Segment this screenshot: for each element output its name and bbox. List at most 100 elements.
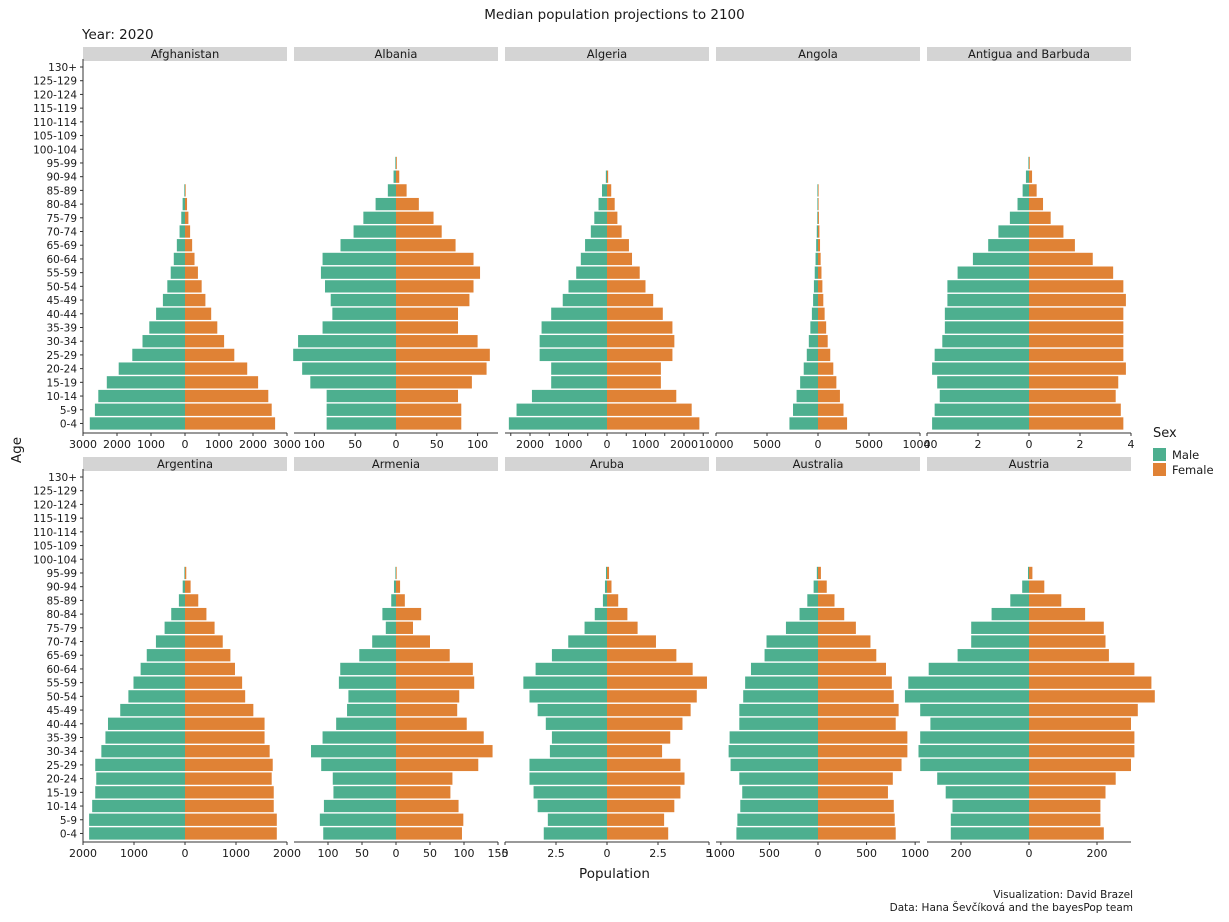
bar-male-40-44 [739, 717, 818, 730]
bar-female-30-34 [185, 335, 225, 348]
bar-female-50-54 [185, 280, 202, 293]
bar-male-25-29 [806, 348, 818, 362]
bar-female-60-64 [1029, 252, 1093, 266]
bar-female-5-9 [607, 403, 692, 416]
y-tick-label: 5-9 [60, 815, 77, 827]
bar-male-50-54 [743, 690, 818, 703]
bar-male-0-4 [736, 827, 818, 840]
bar-male-65-69 [146, 649, 185, 662]
bar-female-15-19 [1029, 376, 1119, 389]
bar-male-75-79 [1009, 211, 1029, 224]
bar-female-10-14 [818, 389, 840, 403]
y-tick-label: 80-84 [46, 609, 77, 621]
bar-female-35-39 [1029, 731, 1135, 744]
bar-female-10-14 [607, 389, 677, 403]
bar-female-70-74 [1029, 225, 1064, 238]
bar-female-20-24 [185, 362, 248, 375]
bar-female-0-4 [396, 827, 462, 840]
y-tick-label: 0-4 [60, 418, 77, 430]
bar-male-85-89 [1022, 184, 1029, 197]
x-tick-label: 1000 [707, 847, 735, 860]
y-tick-label: 115-119 [33, 513, 77, 525]
bar-female-55-59 [396, 676, 475, 689]
bar-female-15-19 [607, 376, 661, 389]
bar-male-90-94 [1022, 580, 1029, 593]
bar-male-20-24 [302, 362, 396, 375]
bar-male-35-39 [322, 321, 396, 334]
bar-male-90-94 [604, 580, 607, 593]
caption-visualization: Visualization: David Brazel [993, 889, 1133, 901]
bar-male-50-54 [348, 690, 396, 703]
bar-male-95-99 [395, 566, 396, 580]
bar-female-5-9 [607, 813, 665, 826]
bar-male-55-59 [908, 676, 1029, 689]
legend-title: Sex [1153, 426, 1177, 441]
bar-male-0-4 [89, 417, 185, 430]
bar-male-30-34 [142, 335, 185, 348]
x-tick-label: 2000 [273, 847, 301, 860]
y-tick-label: 0-4 [60, 828, 77, 840]
x-tick-label: 5000 [753, 438, 781, 451]
panel-strip [505, 47, 709, 61]
bar-male-35-39 [920, 731, 1029, 744]
y-tick-label: 25-29 [46, 350, 77, 362]
bar-female-55-59 [185, 266, 198, 279]
y-tick-label: 100-104 [33, 144, 77, 156]
bar-female-90-94 [1029, 170, 1033, 183]
y-tick-label: 20-24 [46, 364, 77, 376]
bar-male-20-24 [332, 772, 396, 785]
bar-male-80-84 [1017, 197, 1029, 211]
bar-male-20-24 [529, 772, 607, 785]
y-tick-label: 50-54 [46, 691, 77, 703]
bar-female-30-34 [818, 335, 828, 348]
bar-male-0-4 [932, 417, 1029, 430]
bar-female-15-19 [185, 376, 259, 389]
bar-female-35-39 [185, 731, 265, 744]
x-tick-label: 50 [423, 847, 437, 860]
bar-male-15-19 [95, 786, 185, 799]
y-tick-label: 95-99 [46, 568, 77, 580]
y-tick-label: 60-64 [46, 254, 77, 266]
bar-female-45-49 [1029, 703, 1138, 717]
bar-female-65-69 [1029, 649, 1109, 662]
panel-strip-label: Antigua and Barbuda [968, 47, 1090, 61]
bar-female-85-89 [607, 184, 612, 197]
bar-female-70-74 [185, 225, 191, 238]
bar-female-60-64 [607, 252, 633, 266]
bar-female-65-69 [396, 239, 456, 252]
bar-female-30-34 [607, 335, 675, 348]
bar-female-80-84 [396, 607, 422, 621]
panel-strip-label: Aruba [590, 457, 624, 471]
bar-male-65-69 [764, 649, 818, 662]
bar-male-80-84 [375, 197, 396, 211]
bar-female-0-4 [1029, 827, 1104, 840]
y-tick-label: 50-54 [46, 281, 77, 293]
bar-female-15-19 [185, 786, 274, 799]
bar-male-30-34 [311, 745, 396, 758]
bar-male-20-24 [932, 362, 1029, 375]
bar-male-85-89 [817, 184, 818, 197]
y-tick-label: 35-39 [46, 322, 77, 334]
x-tick-label: 200 [1087, 847, 1108, 860]
panel-strip-label: Albania [375, 47, 418, 61]
bar-female-5-9 [396, 813, 464, 826]
bar-female-80-84 [396, 197, 419, 211]
bar-male-30-34 [549, 745, 607, 758]
bar-female-55-59 [1029, 676, 1152, 689]
bar-male-35-39 [944, 321, 1029, 334]
bar-female-70-74 [607, 635, 656, 648]
bar-female-55-59 [818, 266, 822, 279]
bar-female-75-79 [607, 211, 618, 224]
bar-female-40-44 [1029, 307, 1124, 320]
bar-female-5-9 [185, 813, 277, 826]
bar-male-95-99 [184, 566, 185, 580]
bar-female-85-89 [185, 184, 186, 197]
bar-male-95-99 [1028, 156, 1029, 170]
x-tick-label: 2000 [516, 438, 544, 451]
bar-female-75-79 [818, 621, 856, 634]
bar-male-80-84 [817, 197, 818, 211]
bar-male-70-74 [766, 635, 818, 648]
bar-male-40-44 [944, 307, 1029, 320]
bar-male-5-9 [737, 813, 818, 826]
bar-male-25-29 [293, 348, 396, 362]
